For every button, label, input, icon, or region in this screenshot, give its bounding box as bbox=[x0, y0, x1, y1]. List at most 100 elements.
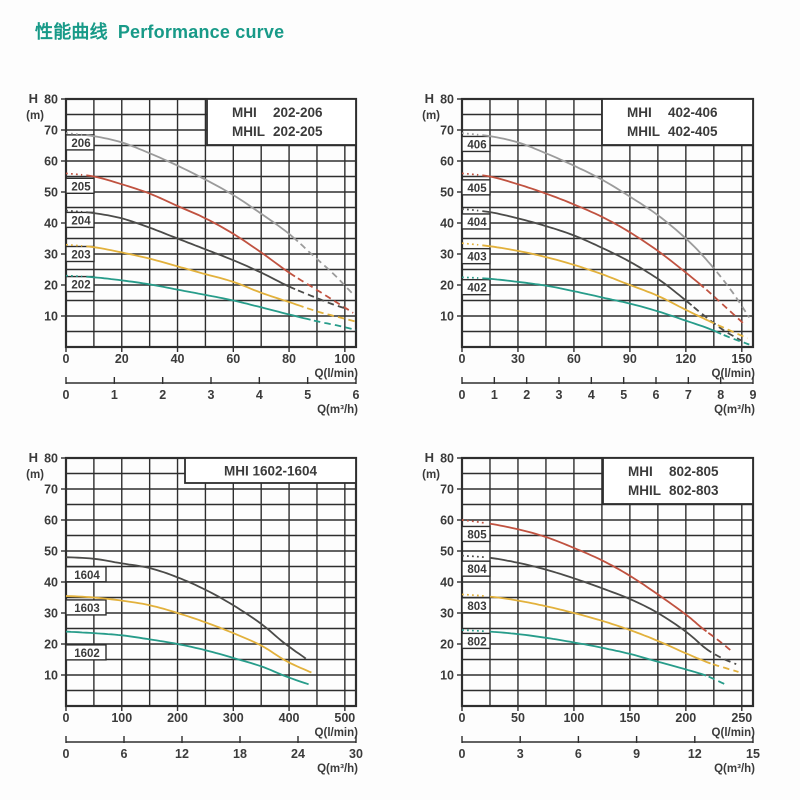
svg-text:150: 150 bbox=[619, 711, 640, 725]
svg-text:Q(l/min): Q(l/min) bbox=[315, 727, 359, 739]
svg-text:Q(m³/h): Q(m³/h) bbox=[317, 404, 358, 416]
svg-text:(m): (m) bbox=[422, 469, 440, 481]
svg-text:MHIL: MHIL bbox=[627, 124, 660, 139]
svg-text:60: 60 bbox=[44, 514, 58, 528]
svg-text:10: 10 bbox=[440, 310, 454, 324]
svg-text:Q(m³/h): Q(m³/h) bbox=[317, 763, 358, 775]
curve-803 bbox=[461, 593, 739, 673]
svg-text:(m): (m) bbox=[26, 469, 44, 481]
curve-405 bbox=[461, 172, 747, 326]
svg-text:70: 70 bbox=[440, 483, 454, 497]
svg-text:Q(m³/h): Q(m³/h) bbox=[714, 763, 755, 775]
svg-text:40: 40 bbox=[44, 217, 58, 231]
svg-text:40: 40 bbox=[44, 576, 58, 590]
svg-text:5: 5 bbox=[620, 388, 627, 402]
curve-1604 bbox=[65, 556, 307, 660]
tick-marks bbox=[457, 457, 743, 711]
svg-text:202: 202 bbox=[71, 280, 90, 292]
svg-text:50: 50 bbox=[44, 186, 58, 200]
svg-text:(m): (m) bbox=[422, 110, 440, 122]
secondary-x-axis: 0 6 12 18 24 30 Q(m³/h) bbox=[63, 736, 363, 775]
svg-text:6: 6 bbox=[121, 747, 128, 761]
svg-text:403: 403 bbox=[467, 252, 486, 264]
svg-text:6: 6 bbox=[653, 388, 660, 402]
svg-text:H: H bbox=[425, 91, 434, 106]
x-axis-labels: 0 30 60 90 120 150 Q(l/min) bbox=[459, 352, 756, 380]
svg-text:6: 6 bbox=[353, 388, 360, 402]
svg-text:70: 70 bbox=[44, 124, 58, 138]
tick-marks bbox=[457, 98, 743, 352]
curve-203 bbox=[65, 243, 357, 323]
curve-labels: 1604 1603 1602 bbox=[65, 566, 107, 661]
svg-text:803: 803 bbox=[467, 601, 486, 613]
svg-text:60: 60 bbox=[226, 352, 240, 366]
curve-labels: 805 804 803 802 bbox=[461, 525, 491, 650]
svg-text:3: 3 bbox=[556, 388, 563, 402]
svg-text:10: 10 bbox=[44, 669, 58, 683]
svg-text:18: 18 bbox=[233, 747, 247, 761]
svg-text:70: 70 bbox=[440, 124, 454, 138]
curve-406 bbox=[461, 132, 751, 318]
svg-text:402-406: 402-406 bbox=[668, 105, 718, 120]
svg-text:0: 0 bbox=[63, 747, 70, 761]
page-title-zh: 性能曲线 bbox=[35, 22, 108, 42]
svg-text:H: H bbox=[29, 91, 38, 106]
svg-text:30: 30 bbox=[349, 747, 363, 761]
svg-text:20: 20 bbox=[115, 352, 129, 366]
curve-1602 bbox=[65, 630, 309, 686]
svg-text:70: 70 bbox=[44, 483, 58, 497]
chart-title-box: MHI 1602-1604 bbox=[184, 457, 357, 484]
svg-text:90: 90 bbox=[623, 352, 637, 366]
svg-text:1604: 1604 bbox=[74, 570, 100, 582]
svg-text:80: 80 bbox=[44, 452, 58, 466]
svg-text:0: 0 bbox=[63, 711, 70, 725]
svg-text:30: 30 bbox=[440, 248, 454, 262]
svg-text:1: 1 bbox=[111, 388, 118, 402]
svg-text:100: 100 bbox=[111, 711, 132, 725]
svg-text:30: 30 bbox=[511, 352, 525, 366]
svg-text:(m): (m) bbox=[26, 110, 44, 122]
svg-text:804: 804 bbox=[467, 564, 487, 576]
y-axis-labels: 10 20 30 40 50 60 70 80 H (m) bbox=[422, 91, 454, 324]
svg-text:MHIL: MHIL bbox=[628, 483, 661, 498]
svg-text:202-206: 202-206 bbox=[273, 105, 323, 120]
curve-403 bbox=[461, 242, 748, 340]
svg-text:205: 205 bbox=[71, 181, 91, 193]
svg-text:250: 250 bbox=[731, 711, 752, 725]
y-axis-labels: 10 20 30 40 50 60 70 80 H (m) bbox=[26, 91, 58, 324]
curve-804 bbox=[461, 554, 737, 665]
svg-text:6: 6 bbox=[575, 747, 582, 761]
svg-text:20: 20 bbox=[44, 638, 58, 652]
svg-text:30: 30 bbox=[44, 607, 58, 621]
svg-text:0: 0 bbox=[459, 747, 466, 761]
svg-text:500: 500 bbox=[334, 711, 355, 725]
page-title: 性能曲线 Performance curve bbox=[35, 18, 284, 44]
svg-text:15: 15 bbox=[746, 747, 760, 761]
svg-text:4: 4 bbox=[588, 388, 595, 402]
svg-text:206: 206 bbox=[71, 138, 90, 150]
svg-text:50: 50 bbox=[44, 545, 58, 559]
svg-text:40: 40 bbox=[440, 217, 454, 231]
svg-text:60: 60 bbox=[44, 155, 58, 169]
y-axis-labels: 10 20 30 40 50 60 70 80 H (m) bbox=[422, 450, 454, 683]
tick-marks bbox=[61, 457, 346, 711]
svg-text:1603: 1603 bbox=[74, 603, 100, 615]
x-axis-labels: 0 100 200 300 400 500 Q(l/min) bbox=[63, 711, 359, 739]
svg-text:8: 8 bbox=[717, 388, 724, 402]
svg-text:12: 12 bbox=[688, 747, 702, 761]
svg-text:100: 100 bbox=[563, 711, 584, 725]
svg-text:0: 0 bbox=[63, 388, 70, 402]
svg-text:3: 3 bbox=[517, 747, 524, 761]
curve-1603 bbox=[65, 595, 312, 674]
curve-404 bbox=[461, 208, 743, 342]
svg-text:0: 0 bbox=[459, 352, 466, 366]
svg-text:802-803: 802-803 bbox=[669, 483, 719, 498]
svg-text:9: 9 bbox=[633, 747, 640, 761]
svg-text:2: 2 bbox=[159, 388, 166, 402]
svg-text:20: 20 bbox=[44, 279, 58, 293]
svg-text:50: 50 bbox=[440, 186, 454, 200]
svg-text:402: 402 bbox=[467, 283, 486, 295]
